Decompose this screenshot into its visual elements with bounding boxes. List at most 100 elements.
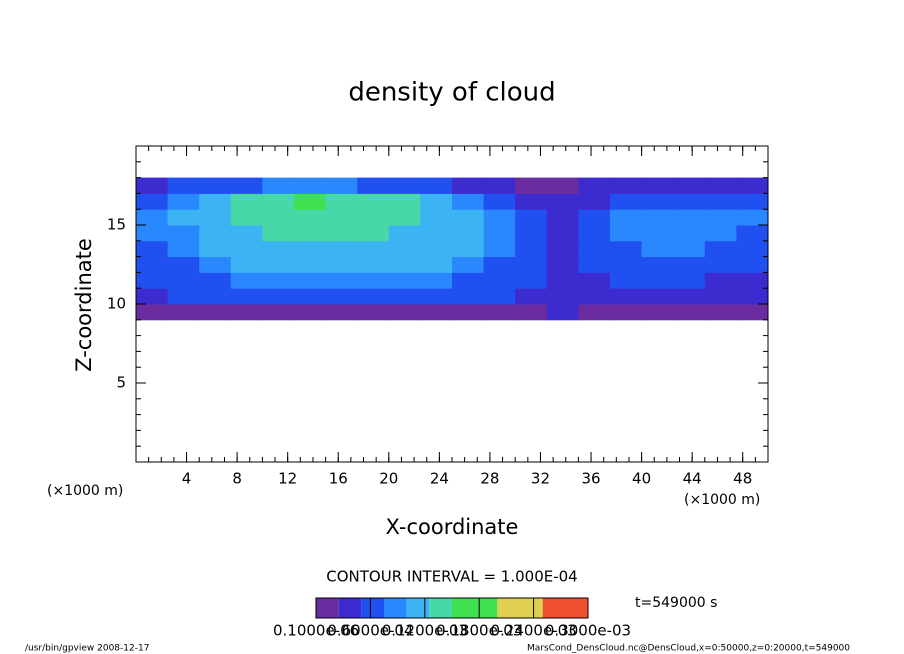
cell — [704, 304, 737, 321]
colorbar-segment — [316, 598, 339, 618]
cell — [136, 177, 169, 194]
cell — [483, 209, 516, 226]
cell — [641, 272, 674, 289]
x-tick-label: 32 — [531, 470, 550, 488]
cell — [610, 272, 643, 289]
cell — [736, 177, 769, 194]
cell — [610, 288, 643, 305]
cell — [262, 304, 295, 321]
cell — [736, 256, 769, 273]
colorbar-segment — [406, 598, 430, 618]
cell — [704, 256, 737, 273]
cell — [199, 193, 232, 210]
cell — [578, 177, 611, 194]
cell — [167, 256, 200, 273]
cell — [610, 177, 643, 194]
cell — [262, 209, 295, 226]
cell — [230, 304, 263, 321]
cell — [546, 256, 579, 273]
cell — [230, 272, 263, 289]
cell — [673, 193, 706, 210]
footer-right: MarsCond_DensCloud.nc@DensCloud,x=0:5000… — [527, 644, 850, 654]
cell — [420, 209, 453, 226]
cell — [515, 209, 548, 226]
x-tick-label: 40 — [632, 470, 651, 488]
cell — [673, 177, 706, 194]
cell — [388, 272, 421, 289]
cell — [452, 193, 485, 210]
cell — [610, 209, 643, 226]
cell — [325, 240, 358, 258]
cell — [483, 193, 516, 210]
y-tick-label: 15 — [107, 216, 126, 234]
cell — [452, 256, 485, 273]
cell — [136, 240, 169, 258]
cell — [736, 209, 769, 226]
x-tick-label: 12 — [278, 470, 297, 488]
cell — [641, 240, 674, 258]
cell — [736, 288, 769, 305]
cell — [136, 272, 169, 289]
cell — [199, 209, 232, 226]
cell — [420, 304, 453, 321]
cell — [388, 288, 421, 305]
cell — [704, 240, 737, 258]
cell — [578, 193, 611, 210]
cell — [736, 272, 769, 289]
cell — [483, 240, 516, 258]
cell — [578, 209, 611, 226]
cell — [420, 272, 453, 289]
cell — [452, 272, 485, 289]
cell — [546, 225, 579, 242]
cell — [262, 256, 295, 273]
cell — [578, 256, 611, 273]
cell — [736, 225, 769, 242]
cell — [388, 209, 421, 226]
x-tick-label: 8 — [232, 470, 242, 488]
cell — [610, 193, 643, 210]
cell — [673, 209, 706, 226]
cell — [452, 240, 485, 258]
contour-label: CONTOUR INTERVAL = 1.000E-04 — [326, 568, 577, 586]
colorbar-tick-label: 0.2400e-03 — [490, 622, 576, 640]
cell — [294, 240, 327, 258]
chart-title: density of cloud — [348, 78, 555, 108]
cell — [167, 304, 200, 321]
cell — [578, 272, 611, 289]
cell — [357, 177, 390, 194]
y-axis-label: Z-coordinate — [72, 238, 96, 372]
cell — [294, 209, 327, 226]
colorbar-tick-label: 0.1800e-03 — [436, 622, 522, 640]
cell — [673, 256, 706, 273]
cell — [704, 272, 737, 289]
unit-label: (×1000 m) — [47, 483, 123, 499]
cell — [515, 256, 548, 273]
cell — [736, 304, 769, 321]
cell — [641, 177, 674, 194]
cell — [704, 209, 737, 226]
cell — [136, 193, 169, 210]
cell — [167, 209, 200, 226]
cell — [199, 256, 232, 273]
cell — [325, 177, 358, 194]
x-tick-label: 44 — [683, 470, 702, 488]
cell — [262, 272, 295, 289]
cell — [610, 225, 643, 242]
cell — [673, 272, 706, 289]
cell — [357, 256, 390, 273]
cell — [388, 177, 421, 194]
cell — [641, 256, 674, 273]
cell — [704, 177, 737, 194]
cell — [357, 225, 390, 242]
cell — [452, 304, 485, 321]
colorbar-tick-label: 0.1200e-03 — [382, 622, 468, 640]
cell — [262, 225, 295, 242]
cell — [420, 193, 453, 210]
cell — [546, 193, 579, 210]
cell — [420, 240, 453, 258]
cell — [388, 193, 421, 210]
cell — [388, 256, 421, 273]
cell — [357, 240, 390, 258]
x-tick-label: 20 — [379, 470, 398, 488]
cell — [325, 272, 358, 289]
